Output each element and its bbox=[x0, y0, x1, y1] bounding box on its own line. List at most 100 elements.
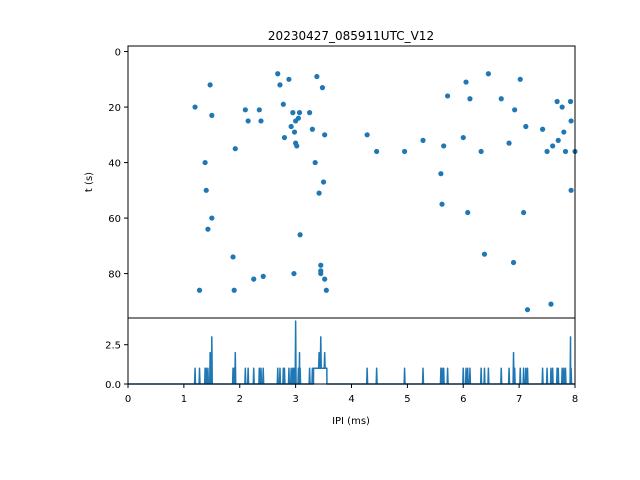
histogram-y-tick-label: 0.0 bbox=[105, 380, 121, 391]
histogram-x-ticks: 0 1 2 3 4 5 6 7 8 bbox=[125, 384, 578, 405]
scatter-point bbox=[205, 226, 211, 232]
histogram-x-axis-label: IPI (ms) bbox=[332, 416, 370, 427]
scatter-points bbox=[192, 71, 578, 313]
scatter-point bbox=[242, 107, 248, 113]
scatter-point bbox=[554, 98, 560, 105]
scatter-point bbox=[510, 259, 517, 266]
scatter-point bbox=[481, 251, 488, 257]
scatter-panel: 0 20 40 60 80 t (s) bbox=[84, 45, 578, 319]
scatter-point bbox=[288, 123, 294, 130]
histogram-x-tick-label: 2 bbox=[237, 394, 243, 405]
scatter-point bbox=[232, 146, 238, 152]
scatter-point bbox=[364, 132, 370, 138]
chart-title: 20230427_085911UTC_V12 bbox=[268, 29, 434, 43]
scatter-point bbox=[517, 76, 523, 82]
scatter-point bbox=[463, 79, 469, 85]
scatter-y-axis-label: t (s) bbox=[84, 172, 95, 192]
histogram-x-tick-label: 6 bbox=[460, 394, 466, 405]
scatter-point bbox=[441, 143, 447, 149]
scatter-y-tick-label: 0 bbox=[115, 48, 121, 59]
histogram-x-tick-label: 0 bbox=[125, 394, 131, 405]
scatter-point bbox=[512, 107, 518, 113]
scatter-point bbox=[568, 187, 574, 193]
scatter-point bbox=[322, 132, 328, 138]
scatter-y-ticks: 0 20 40 60 80 bbox=[108, 48, 128, 281]
scatter-point bbox=[281, 134, 288, 141]
scatter-point bbox=[420, 137, 426, 143]
histogram-y-ticks: 0.0 2.5 bbox=[105, 341, 128, 391]
scatter-point bbox=[260, 273, 266, 279]
scatter-point bbox=[320, 179, 327, 185]
scatter-point bbox=[312, 159, 318, 166]
scatter-point bbox=[323, 287, 329, 293]
scatter-point bbox=[438, 171, 444, 177]
scatter-point bbox=[485, 71, 491, 77]
scatter-point bbox=[258, 118, 264, 124]
scatter-point bbox=[374, 148, 380, 155]
scatter-point bbox=[192, 104, 198, 110]
scatter-plot-frame bbox=[127, 45, 576, 319]
scatter-point bbox=[319, 85, 326, 91]
scatter-point bbox=[290, 110, 296, 116]
scatter-point bbox=[520, 209, 527, 216]
scatter-point bbox=[561, 129, 567, 135]
scatter-point bbox=[318, 270, 324, 277]
histogram-y-tick-label: 2.5 bbox=[105, 341, 121, 352]
scatter-point bbox=[280, 101, 286, 107]
scatter-point bbox=[550, 143, 556, 149]
scatter-point bbox=[295, 115, 302, 121]
scatter-point bbox=[207, 82, 213, 88]
scatter-point bbox=[251, 276, 257, 282]
scatter-point bbox=[478, 148, 484, 155]
scatter-point bbox=[196, 287, 203, 293]
scatter-point bbox=[523, 123, 529, 130]
scatter-point bbox=[294, 143, 300, 149]
scatter-point bbox=[539, 126, 546, 132]
scatter-point bbox=[401, 148, 408, 155]
scatter-point bbox=[286, 76, 292, 82]
scatter-point bbox=[203, 187, 209, 193]
scatter-point bbox=[465, 209, 471, 216]
scatter-y-tick-label: 80 bbox=[108, 270, 121, 281]
scatter-point bbox=[498, 96, 504, 102]
scatter-point bbox=[231, 287, 237, 293]
scatter-point bbox=[555, 137, 561, 143]
scatter-point bbox=[439, 201, 445, 207]
scatter-y-tick-label: 20 bbox=[108, 103, 121, 114]
scatter-point bbox=[445, 93, 451, 99]
scatter-y-tick-label: 40 bbox=[108, 159, 121, 170]
histogram-x-tick-label: 3 bbox=[292, 394, 298, 405]
histogram-x-tick-label: 8 bbox=[572, 394, 578, 405]
scatter-point bbox=[316, 190, 322, 196]
scatter-point bbox=[309, 126, 315, 132]
scatter-point bbox=[460, 134, 466, 141]
histogram-x-tick-label: 1 bbox=[181, 394, 187, 405]
scatter-point bbox=[524, 307, 531, 313]
scatter-point bbox=[467, 96, 473, 102]
scatter-point bbox=[318, 262, 324, 268]
scatter-point bbox=[202, 159, 208, 166]
scatter-point bbox=[291, 129, 298, 135]
scatter-point bbox=[322, 276, 328, 282]
histogram-x-tick-label: 7 bbox=[516, 394, 522, 405]
scatter-point bbox=[230, 254, 236, 260]
scatter-point bbox=[275, 71, 281, 77]
scatter-point bbox=[209, 215, 215, 221]
scatter-point bbox=[562, 148, 569, 155]
scatter-point bbox=[506, 140, 512, 146]
scatter-point bbox=[544, 148, 550, 155]
scatter-point bbox=[209, 112, 215, 118]
scatter-point bbox=[306, 110, 313, 116]
histogram-x-tick-label: 4 bbox=[348, 394, 354, 405]
scatter-point bbox=[548, 301, 554, 307]
scatter-point bbox=[568, 118, 574, 124]
histogram-line bbox=[128, 320, 575, 385]
histogram-panel: 0.0 2.5 0 1 2 3 4 5 6 7 8 IPI (ms) bbox=[105, 317, 578, 427]
scatter-point bbox=[314, 73, 320, 80]
scatter-point bbox=[277, 82, 283, 88]
scatter-point bbox=[245, 118, 251, 124]
scatter-point bbox=[559, 104, 565, 110]
scatter-point bbox=[256, 107, 262, 113]
scatter-point bbox=[297, 232, 303, 238]
